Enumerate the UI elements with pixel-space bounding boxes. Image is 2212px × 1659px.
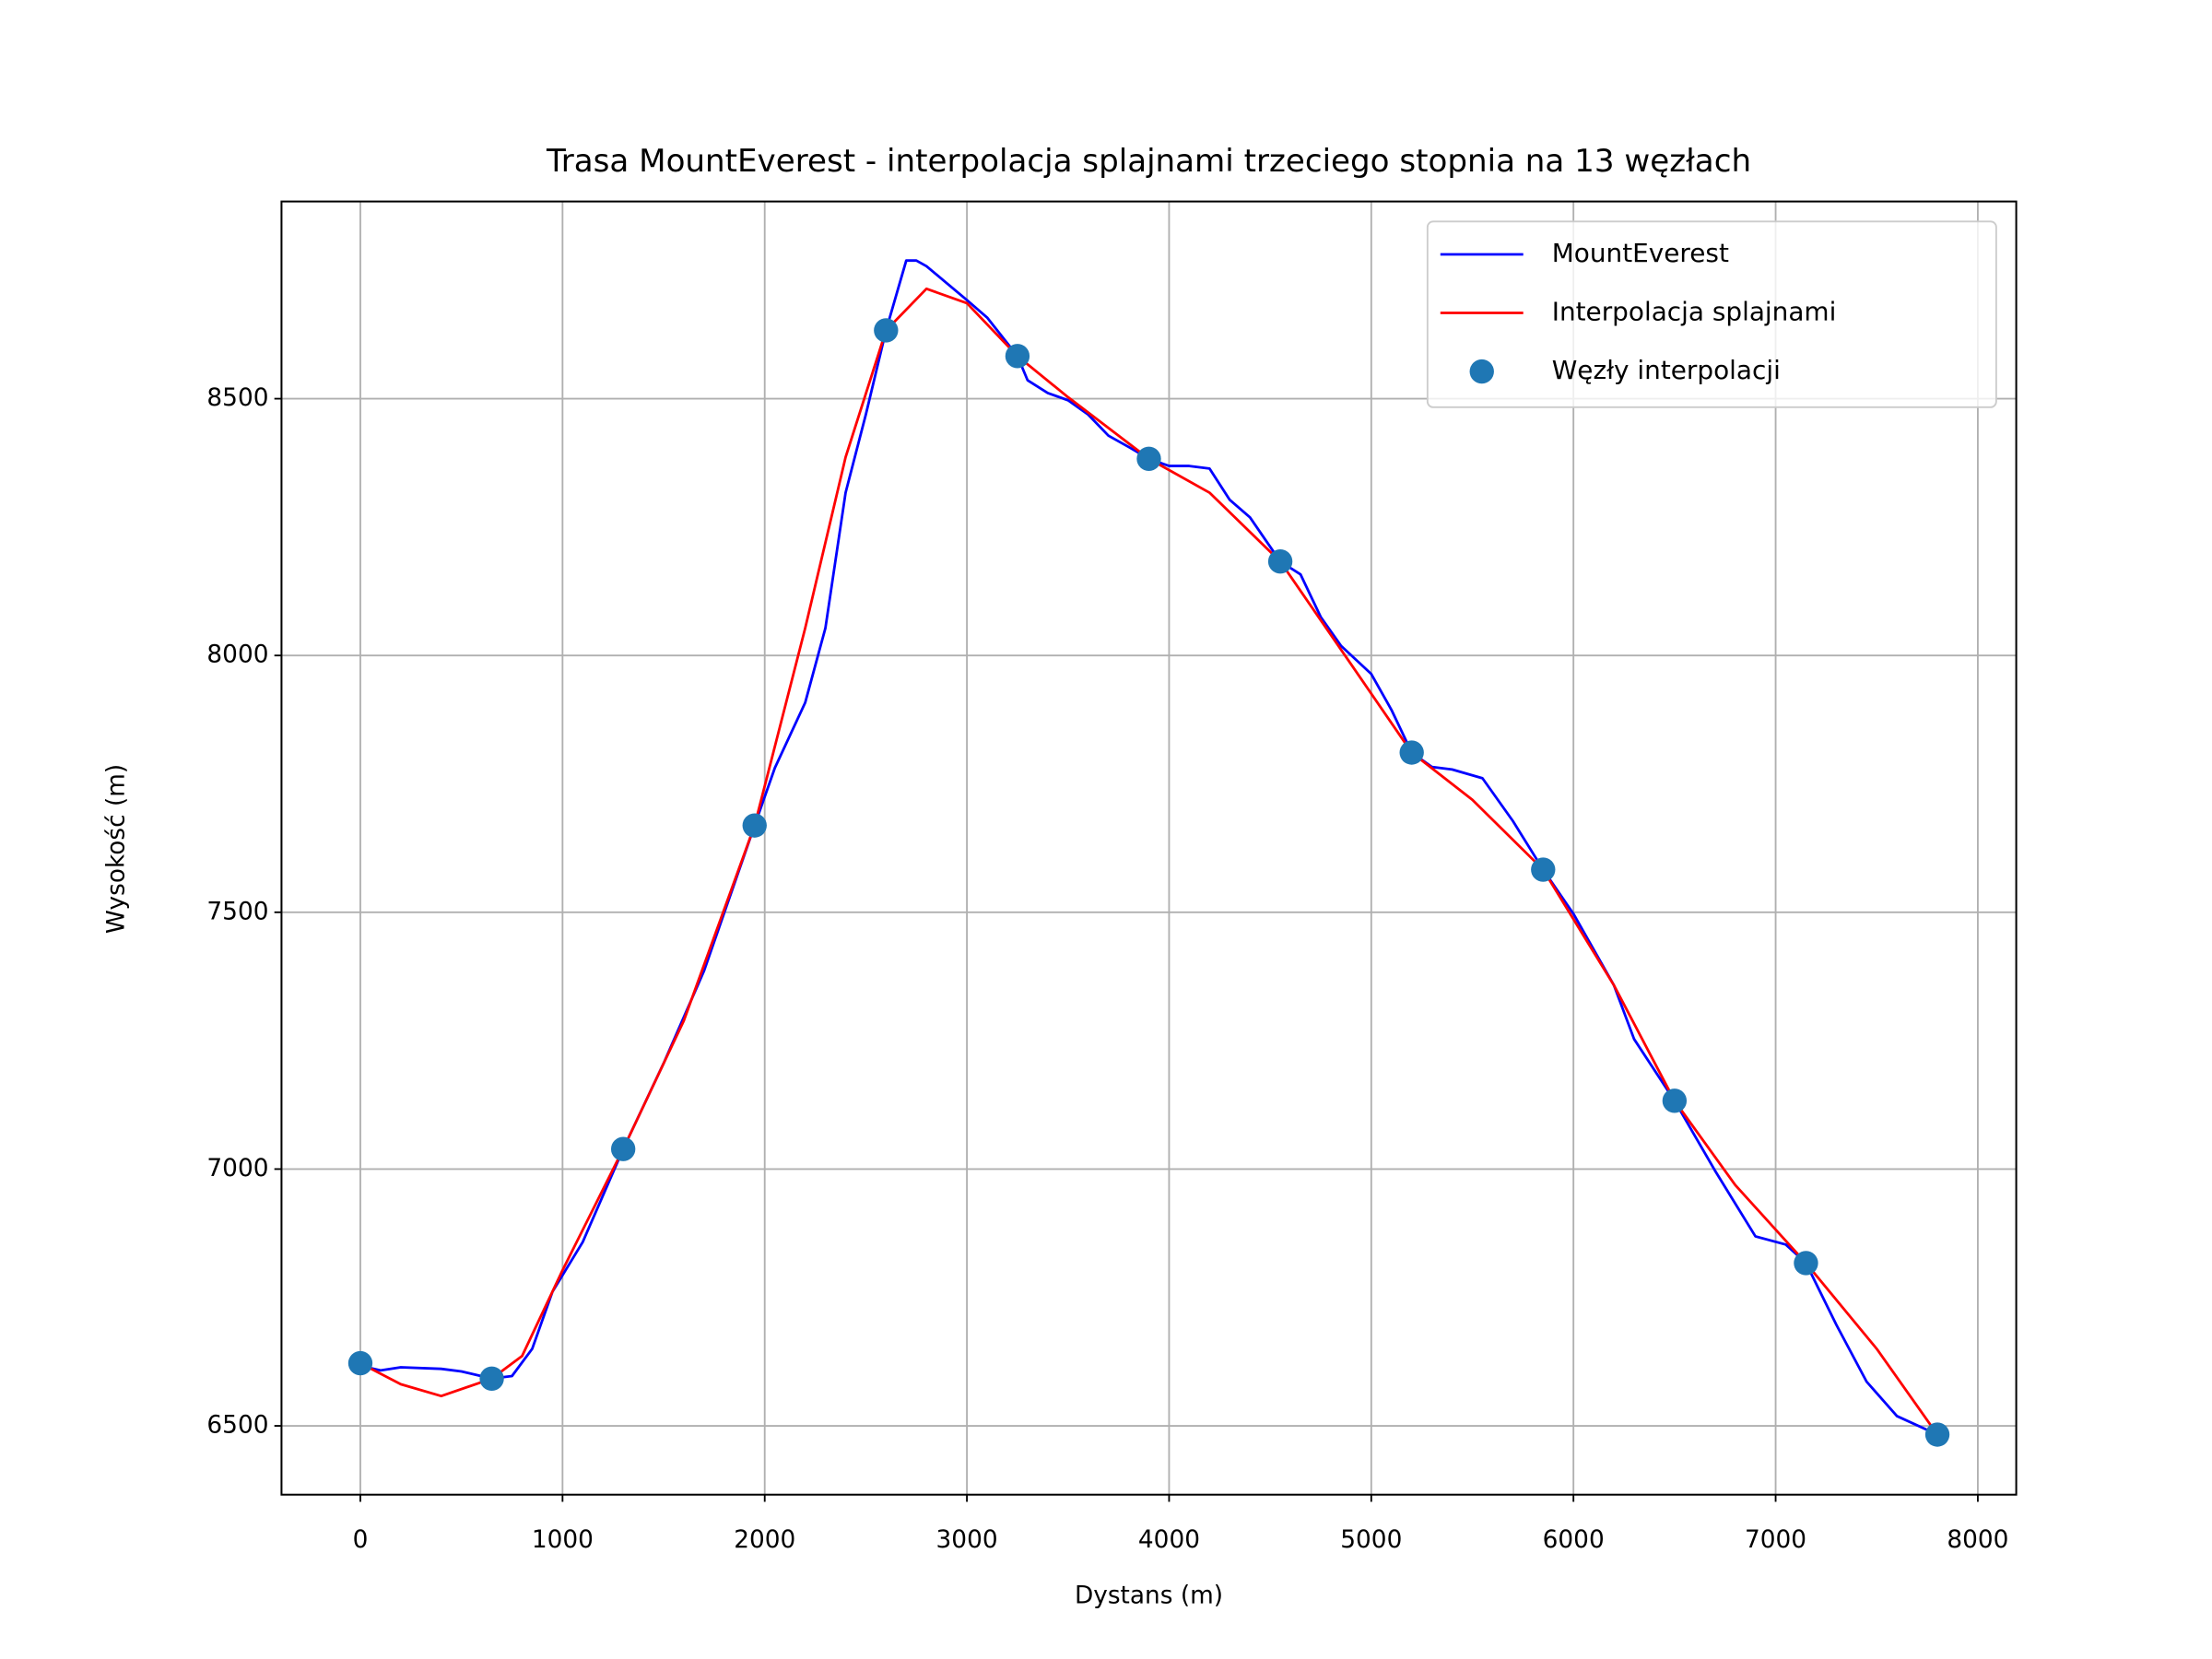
- node-point: [1531, 857, 1556, 882]
- y-tick-label: 6500: [206, 1412, 268, 1440]
- node-point: [1794, 1251, 1818, 1276]
- node-point: [1924, 1422, 1950, 1447]
- x-tick-label: 3000: [936, 1526, 998, 1554]
- node-point: [479, 1366, 504, 1391]
- legend-label: Węzły interpolacji: [1552, 355, 1781, 385]
- y-tick-label: 8500: [206, 384, 268, 412]
- x-tick-label: 0: [353, 1526, 369, 1554]
- legend-label: MountEverest: [1552, 238, 1729, 268]
- y-axis-label: Wysokość (m): [103, 764, 131, 934]
- node-point: [1136, 446, 1161, 471]
- node-point: [742, 813, 767, 838]
- node-point: [1005, 344, 1030, 369]
- node-point: [874, 318, 899, 343]
- x-tick-label: 1000: [532, 1526, 594, 1554]
- y-tick-label: 7000: [206, 1155, 268, 1182]
- x-tick-label: 2000: [734, 1526, 795, 1554]
- node-point: [610, 1136, 636, 1161]
- x-tick-label: 8000: [1947, 1526, 2008, 1554]
- legend-label: Interpolacja splajnami: [1552, 297, 1837, 327]
- node-point: [347, 1350, 373, 1376]
- y-tick-label: 7500: [206, 898, 268, 925]
- x-tick-label: 7000: [1745, 1526, 1806, 1554]
- x-tick-label: 4000: [1138, 1526, 1200, 1554]
- node-point: [1267, 549, 1293, 574]
- x-tick-label: 6000: [1543, 1526, 1605, 1554]
- x-axis-label: Dystans (m): [1075, 1582, 1223, 1609]
- axes-frame: [280, 200, 2018, 1496]
- node-point: [1662, 1088, 1688, 1113]
- legend-marker: [1469, 359, 1494, 384]
- legend-box: [1426, 220, 1997, 408]
- y-tick-label: 8000: [206, 641, 268, 669]
- chart-title: Trasa MountEverest - interpolacja splajn…: [546, 143, 1751, 180]
- x-tick-label: 5000: [1340, 1526, 1402, 1554]
- legend: MountEverest Interpolacja splajnami Węzły …: [1426, 220, 1997, 408]
- grid: [281, 201, 2017, 1495]
- plot-area: [347, 259, 1950, 1447]
- node-point: [1399, 740, 1424, 765]
